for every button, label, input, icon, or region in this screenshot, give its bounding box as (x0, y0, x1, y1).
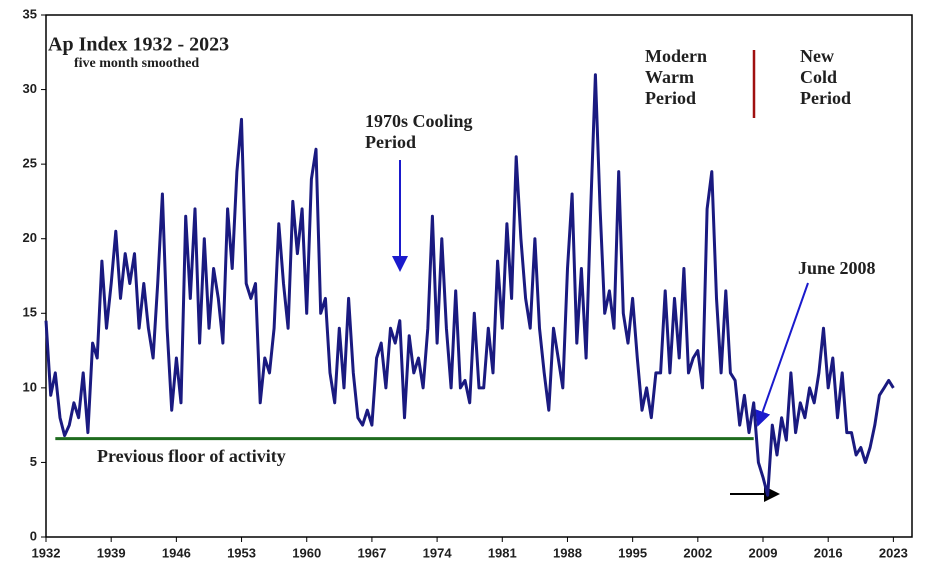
x-tick-label: 1953 (227, 545, 256, 560)
arrow (755, 282, 809, 427)
annotation: Period (365, 132, 416, 152)
y-tick-label: 5 (30, 454, 37, 469)
x-tick-label: 1981 (488, 545, 517, 560)
chart-title: Ap Index 1932 - 2023 (48, 34, 229, 56)
plot-frame (45, 14, 913, 538)
x-tick-label: 1939 (97, 545, 126, 560)
x-tick-label: 1967 (357, 545, 386, 560)
annotation: New (800, 46, 834, 66)
y-tick-label: 20 (23, 230, 37, 245)
annotation: Modern (645, 46, 707, 66)
annotation: Period (800, 88, 851, 108)
y-tick-label: 15 (23, 305, 37, 320)
annotation: 1970s Cooling (365, 111, 473, 131)
y-tick-label: 30 (23, 81, 37, 96)
x-tick-label: 1946 (162, 545, 191, 560)
annotation: June 2008 (798, 258, 876, 278)
x-tick-label: 1974 (423, 545, 453, 560)
data-line (44, 73, 895, 497)
y-tick-label: 0 (30, 528, 37, 543)
annotation: Period (645, 88, 696, 108)
y-tick-label: 10 (23, 379, 37, 394)
x-tick-label: 1960 (292, 545, 321, 560)
x-tick-label: 2002 (683, 545, 712, 560)
y-tick-label: 35 (23, 6, 37, 21)
x-tick-label: 2009 (749, 545, 778, 560)
chart-subtitle: five month smoothed (74, 56, 199, 71)
floor-label: Previous floor of activity (97, 446, 286, 466)
y-tick-label: 25 (23, 156, 37, 171)
annotation: Warm (645, 67, 694, 87)
x-tick-label: 2023 (879, 545, 908, 560)
x-tick-label: 1995 (618, 545, 647, 560)
x-tick-label: 1932 (32, 545, 61, 560)
x-tick-label: 1988 (553, 545, 582, 560)
annotation: Cold (800, 67, 837, 87)
x-tick-label: 2016 (814, 545, 843, 560)
